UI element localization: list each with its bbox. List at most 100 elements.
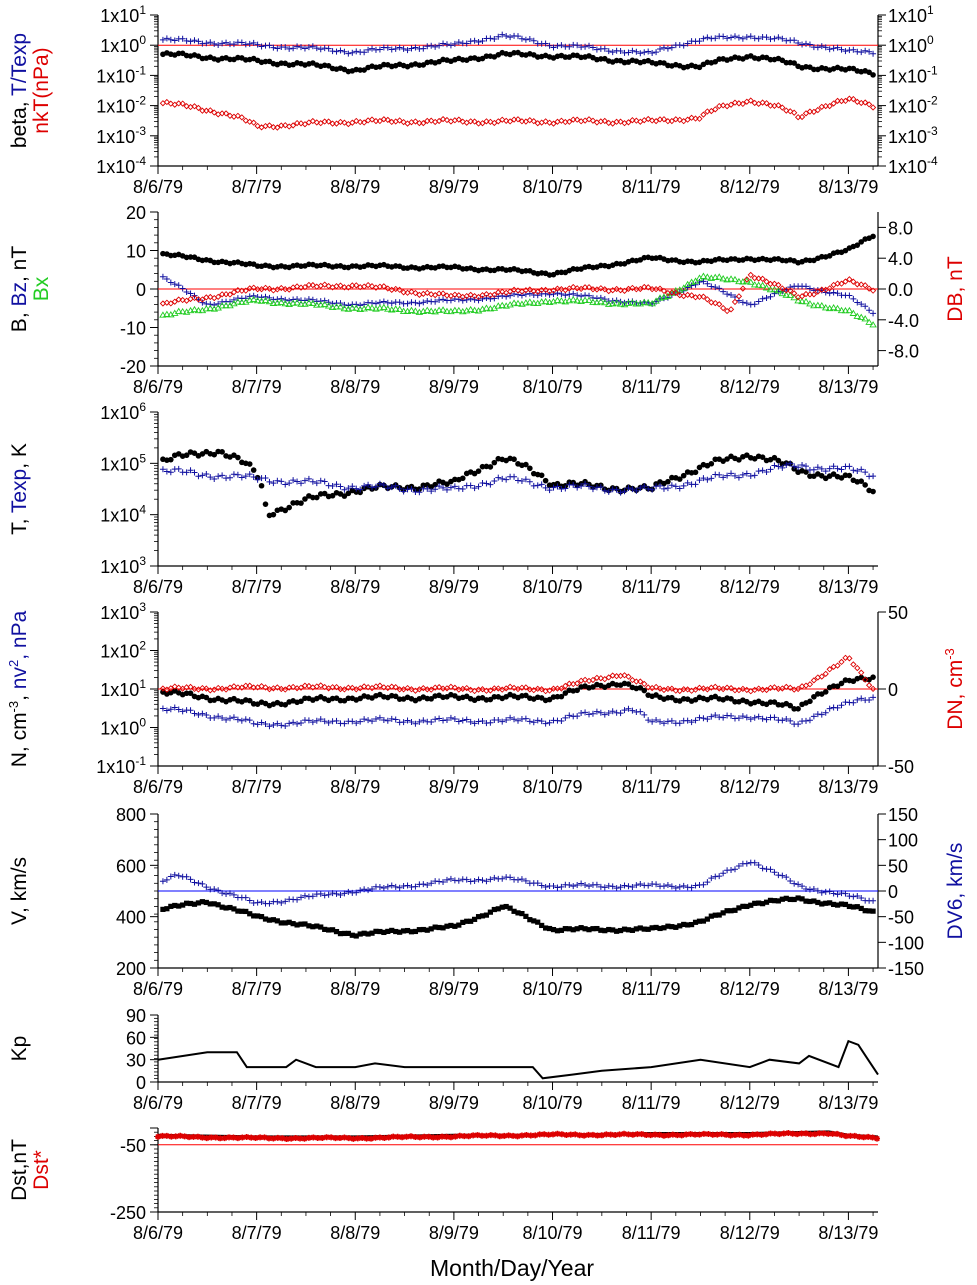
data-point <box>566 291 573 298</box>
data-point <box>617 710 624 717</box>
data-point <box>171 37 178 44</box>
data-point <box>159 1132 166 1139</box>
data-point <box>262 684 269 691</box>
data-point <box>609 672 616 679</box>
data-point <box>678 1132 685 1139</box>
data-point <box>435 683 443 691</box>
data-point <box>554 693 561 700</box>
data-point <box>755 468 762 475</box>
data-point <box>191 294 198 302</box>
data-point <box>290 500 296 506</box>
data-point <box>443 41 450 48</box>
data-point <box>507 714 514 721</box>
data-point <box>191 685 198 693</box>
data-point <box>282 898 289 905</box>
data-point <box>443 486 450 493</box>
data-point <box>523 913 529 919</box>
data-point <box>527 917 533 923</box>
data-point <box>463 296 470 303</box>
data-point <box>601 45 608 52</box>
data-point <box>266 122 273 129</box>
data-point <box>641 926 647 932</box>
data-point <box>530 482 537 489</box>
data-point <box>865 682 873 689</box>
data-point <box>522 476 529 483</box>
data-point <box>594 1132 601 1139</box>
data-point <box>728 712 735 719</box>
data-point <box>791 37 798 44</box>
data-point <box>538 718 545 725</box>
data-point <box>783 287 790 294</box>
right-tick-label: 0 <box>888 882 898 902</box>
data-point <box>491 295 498 302</box>
data-point <box>672 483 679 490</box>
data-point <box>394 1133 401 1140</box>
data-point <box>408 718 415 725</box>
data-point <box>634 1131 641 1138</box>
data-point <box>684 40 691 47</box>
data-point <box>278 685 285 693</box>
data-point <box>305 281 313 289</box>
data-point <box>822 709 829 716</box>
data-point <box>818 673 825 680</box>
data-point <box>242 287 249 294</box>
data-point <box>364 281 372 289</box>
x-tick-label: 8/13/79 <box>818 777 878 797</box>
data-point <box>826 465 833 472</box>
data-point <box>436 297 443 304</box>
data-point <box>724 456 730 462</box>
data-point <box>861 315 869 322</box>
data-point <box>739 685 747 692</box>
data-point <box>628 298 637 306</box>
data-point <box>803 1130 809 1137</box>
data-point <box>345 50 352 57</box>
data-point <box>763 716 770 723</box>
data-point <box>752 900 758 906</box>
data-point <box>262 58 269 65</box>
data-point <box>672 289 679 296</box>
data-point <box>807 898 813 905</box>
data-point <box>305 1134 312 1141</box>
data-point <box>629 883 636 890</box>
data-point <box>325 719 332 726</box>
right-tick-label: 150 <box>888 805 918 825</box>
y-tick-label: 1x10-3 <box>96 124 146 147</box>
data-point <box>803 40 809 47</box>
data-point <box>838 702 845 709</box>
data-point <box>510 684 518 692</box>
data-point <box>860 1134 867 1141</box>
data-point <box>255 913 261 919</box>
data-point <box>688 292 695 299</box>
data-point <box>716 301 723 308</box>
data-point <box>771 35 778 42</box>
data-point <box>215 713 222 720</box>
x-tick-label: 8/12/79 <box>720 1093 780 1113</box>
data-point <box>424 485 431 492</box>
data-point <box>254 41 261 48</box>
data-point <box>293 299 301 306</box>
data-point <box>633 48 640 55</box>
data-point <box>672 286 680 294</box>
data-point <box>191 103 198 110</box>
data-point <box>483 480 490 487</box>
data-point <box>522 877 529 884</box>
data-point <box>854 299 861 306</box>
data-point <box>511 473 518 480</box>
data-point <box>597 294 604 301</box>
data-point <box>771 699 778 705</box>
data-point <box>444 264 450 271</box>
data-point <box>432 486 439 493</box>
data-point <box>787 702 794 709</box>
data-point <box>211 109 218 116</box>
data-point <box>353 889 360 896</box>
data-point <box>167 873 174 880</box>
data-point <box>183 103 190 110</box>
data-point <box>570 927 576 933</box>
data-point <box>834 44 841 51</box>
data-point <box>846 292 853 299</box>
data-point <box>582 43 589 50</box>
data-point <box>246 897 253 904</box>
data-point <box>328 303 337 311</box>
data-point <box>432 298 439 305</box>
data-point <box>321 718 328 725</box>
